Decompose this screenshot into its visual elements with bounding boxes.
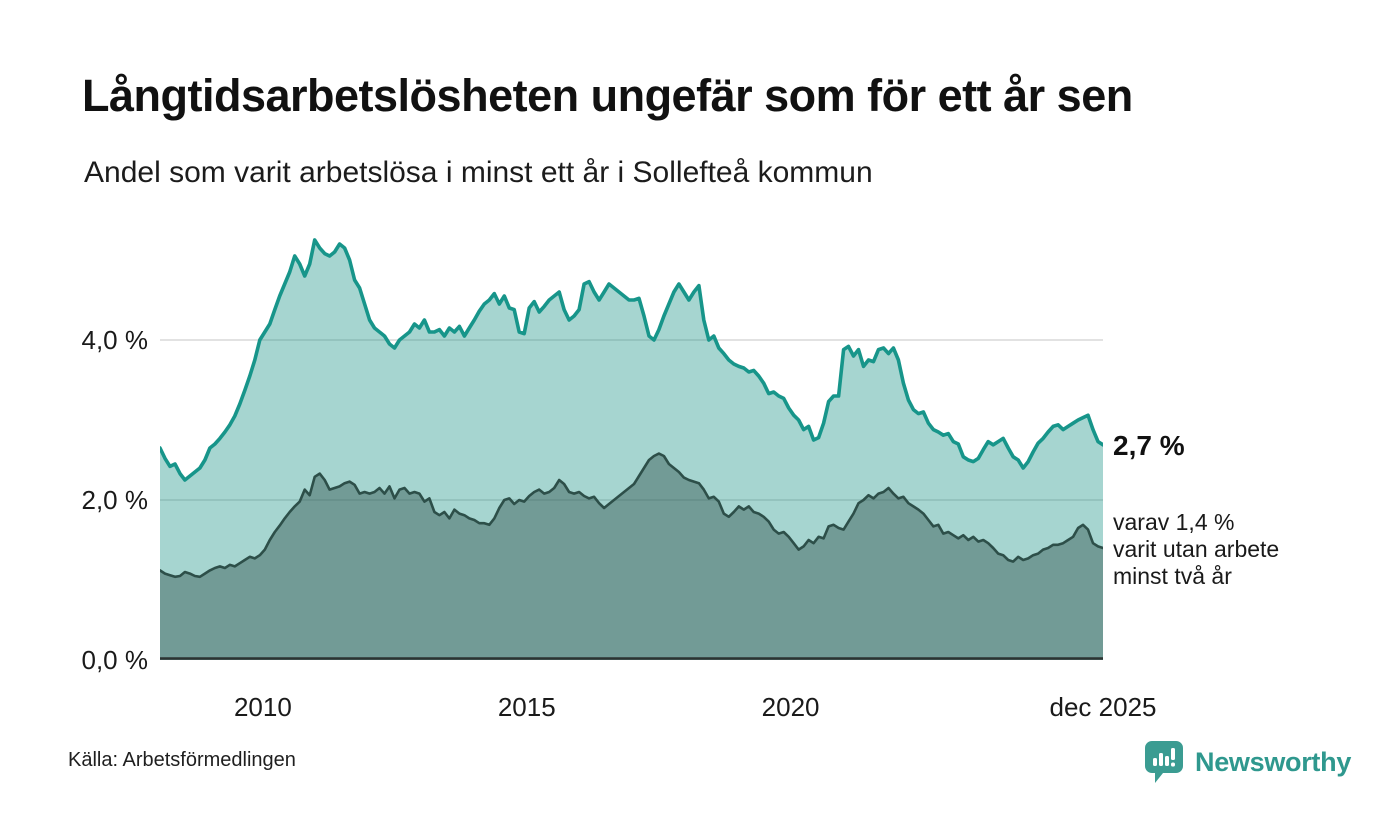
y-tick-label-0: 0,0 % xyxy=(81,645,149,675)
x-tick-label-2015: 2015 xyxy=(497,692,556,722)
x-tick-label-dec-2025: dec 2025 xyxy=(1049,692,1157,722)
series-line-1 xyxy=(160,238,1103,482)
page-subtitle: Andel som varit arbetslösa i minst ett å… xyxy=(84,156,873,189)
source-credit: Källa: Arbetsförmedlingen xyxy=(68,749,296,771)
y-tick-label-2: 2,0 % xyxy=(81,485,149,515)
page-title: Långtidsarbetslösheten ungefär som för e… xyxy=(82,70,1133,121)
x-tick-label-2010: 2010 xyxy=(233,692,292,722)
x-tick-label-2020: 2020 xyxy=(761,692,820,722)
series-area-1 xyxy=(160,240,1103,660)
brand-name: Newsworthy xyxy=(1195,746,1352,777)
area-chart xyxy=(160,238,1103,660)
speech-bubble-bar-chart-icon xyxy=(1145,741,1183,783)
secondary-series-note: varav 1,4 % varit utan arbete minst två … xyxy=(1113,509,1280,589)
series-line-2 xyxy=(160,452,1103,579)
latest-value-label: 2,7 % xyxy=(1113,430,1185,461)
series-area-2 xyxy=(160,453,1103,660)
y-tick-label-4: 4,0 % xyxy=(81,325,149,355)
newsworthy-brand: Newsworthy xyxy=(1145,741,1351,783)
